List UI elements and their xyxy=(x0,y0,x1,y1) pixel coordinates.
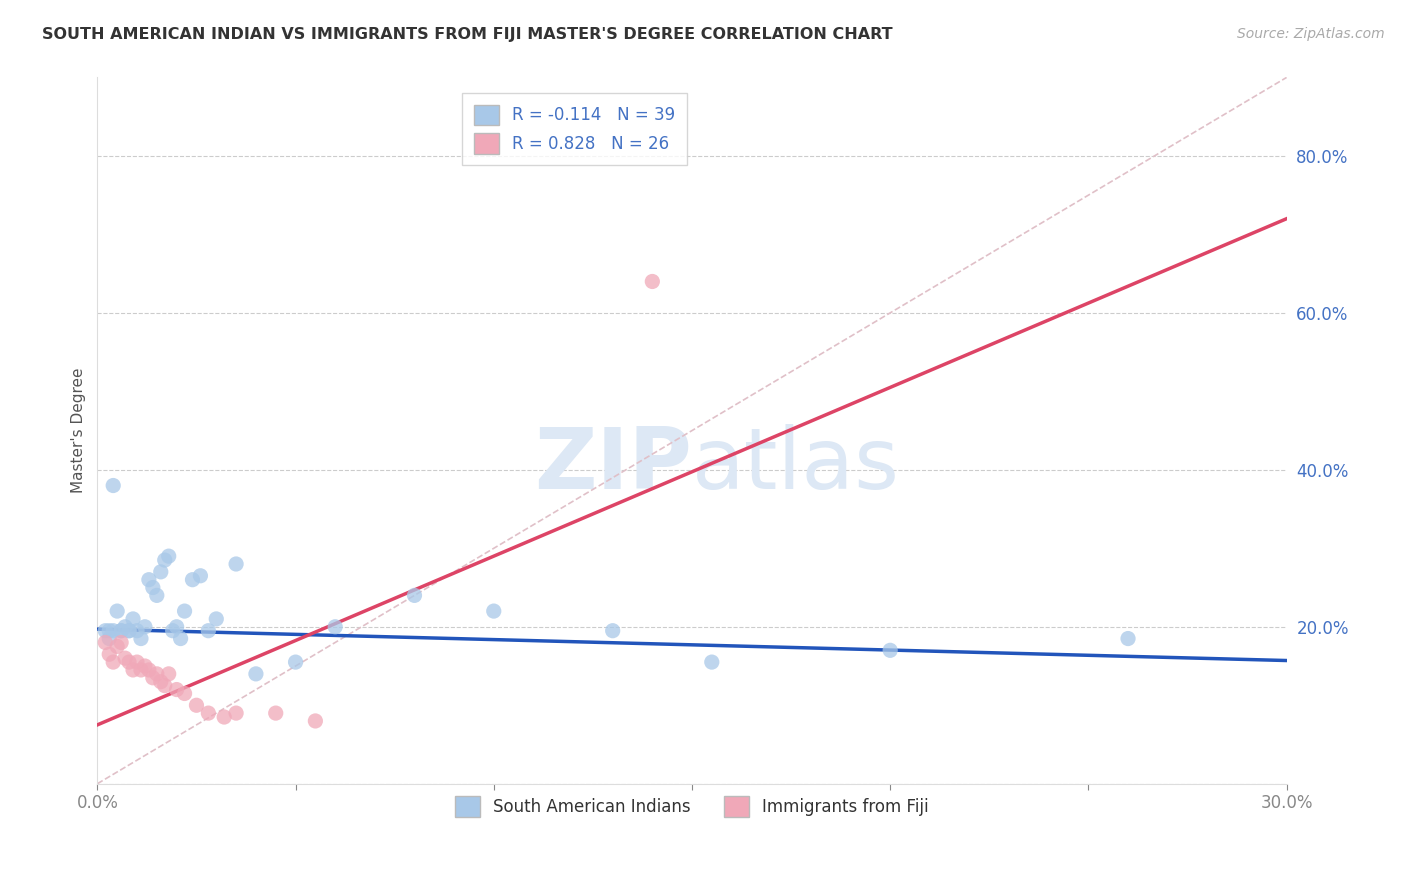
Point xyxy=(122,612,145,626)
Point xyxy=(157,549,180,563)
Point xyxy=(138,663,160,677)
Point xyxy=(98,647,121,661)
Point xyxy=(162,624,184,638)
Point xyxy=(110,624,132,638)
Point xyxy=(157,666,180,681)
Point xyxy=(114,651,136,665)
Point xyxy=(284,655,307,669)
Point xyxy=(129,663,152,677)
Point xyxy=(125,655,148,669)
Point xyxy=(142,671,165,685)
Point xyxy=(129,632,152,646)
Point xyxy=(98,632,121,646)
Point xyxy=(138,573,160,587)
Point xyxy=(94,624,117,638)
Point xyxy=(94,635,117,649)
Point xyxy=(186,698,208,713)
Point xyxy=(304,714,326,728)
Point xyxy=(323,620,346,634)
Point xyxy=(134,659,156,673)
Point xyxy=(173,604,195,618)
Point xyxy=(105,604,128,618)
Point xyxy=(142,581,165,595)
Point xyxy=(205,612,228,626)
Y-axis label: Master's Degree: Master's Degree xyxy=(72,368,86,493)
Point xyxy=(110,635,132,649)
Point xyxy=(482,604,505,618)
Text: atlas: atlas xyxy=(692,425,900,508)
Point xyxy=(225,557,247,571)
Text: SOUTH AMERICAN INDIAN VS IMMIGRANTS FROM FIJI MASTER'S DEGREE CORRELATION CHART: SOUTH AMERICAN INDIAN VS IMMIGRANTS FROM… xyxy=(42,27,893,42)
Point xyxy=(264,706,287,720)
Point xyxy=(197,706,219,720)
Point xyxy=(700,655,723,669)
Point xyxy=(212,710,235,724)
Point xyxy=(879,643,901,657)
Point xyxy=(103,655,125,669)
Point xyxy=(225,706,247,720)
Point xyxy=(114,620,136,634)
Point xyxy=(153,679,176,693)
Point xyxy=(245,666,267,681)
Point xyxy=(118,624,141,638)
Point xyxy=(173,686,195,700)
Point xyxy=(190,568,212,582)
Text: Source: ZipAtlas.com: Source: ZipAtlas.com xyxy=(1237,27,1385,41)
Point xyxy=(181,573,204,587)
Point xyxy=(103,478,125,492)
Point xyxy=(110,624,132,638)
Point xyxy=(149,674,172,689)
Point xyxy=(118,624,141,638)
Point xyxy=(602,624,624,638)
Point xyxy=(103,624,125,638)
Legend: South American Indians, Immigrants from Fiji: South American Indians, Immigrants from … xyxy=(447,788,938,825)
Point xyxy=(153,553,176,567)
Point xyxy=(166,620,188,634)
Point xyxy=(149,565,172,579)
Point xyxy=(641,275,664,289)
Point xyxy=(404,588,426,602)
Point xyxy=(125,624,148,638)
Point xyxy=(166,682,188,697)
Point xyxy=(169,632,191,646)
Point xyxy=(134,620,156,634)
Point xyxy=(146,666,169,681)
Point xyxy=(98,624,121,638)
Text: ZIP: ZIP xyxy=(534,425,692,508)
Point xyxy=(1116,632,1139,646)
Point xyxy=(197,624,219,638)
Point xyxy=(105,640,128,654)
Point xyxy=(118,655,141,669)
Point xyxy=(122,663,145,677)
Point xyxy=(146,588,169,602)
